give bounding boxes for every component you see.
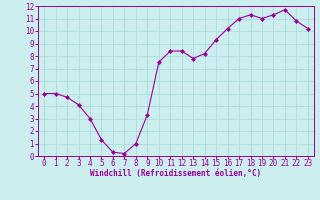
X-axis label: Windchill (Refroidissement éolien,°C): Windchill (Refroidissement éolien,°C): [91, 169, 261, 178]
